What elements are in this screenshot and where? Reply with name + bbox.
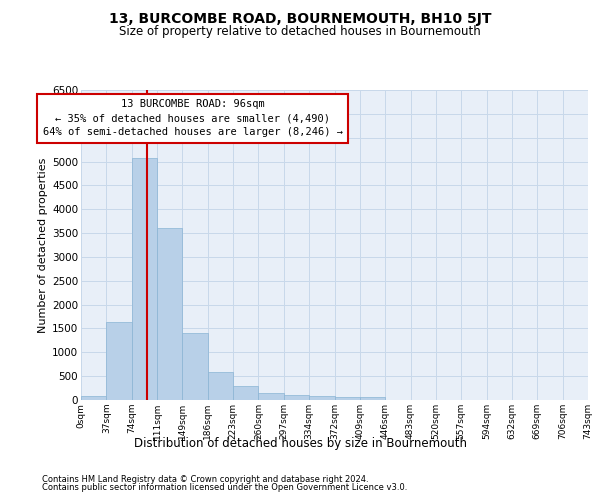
- Text: Contains HM Land Registry data © Crown copyright and database right 2024.: Contains HM Land Registry data © Crown c…: [42, 475, 368, 484]
- Text: Contains public sector information licensed under the Open Government Licence v3: Contains public sector information licen…: [42, 482, 407, 492]
- Bar: [233, 386, 259, 400]
- Text: Size of property relative to detached houses in Bournemouth: Size of property relative to detached ho…: [119, 25, 481, 38]
- Y-axis label: Number of detached properties: Number of detached properties: [38, 158, 48, 332]
- Text: 13, BURCOMBE ROAD, BOURNEMOUTH, BH10 5JT: 13, BURCOMBE ROAD, BOURNEMOUTH, BH10 5JT: [109, 12, 491, 26]
- Bar: [208, 372, 233, 400]
- Bar: [284, 395, 309, 400]
- Bar: [309, 396, 335, 400]
- Bar: [335, 398, 360, 400]
- Bar: [157, 228, 182, 400]
- Bar: [259, 394, 284, 400]
- Bar: [132, 158, 157, 400]
- Text: Distribution of detached houses by size in Bournemouth: Distribution of detached houses by size …: [133, 438, 467, 450]
- Bar: [106, 322, 132, 400]
- Bar: [182, 333, 208, 400]
- Bar: [81, 396, 106, 400]
- Bar: [360, 398, 385, 400]
- Text: 13 BURCOMBE ROAD: 96sqm
← 35% of detached houses are smaller (4,490)
64% of semi: 13 BURCOMBE ROAD: 96sqm ← 35% of detache…: [43, 100, 343, 138]
